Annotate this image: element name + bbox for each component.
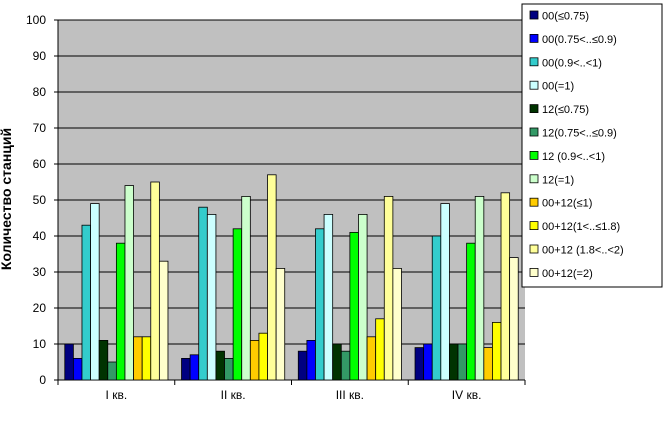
legend-label: 12(0.75<..≤0.9) <box>542 128 617 140</box>
legend-swatch <box>529 10 539 20</box>
bar <box>215 350 225 381</box>
bar <box>483 347 493 381</box>
legend-label: 00(0.75<..≤0.9) <box>542 34 617 46</box>
bar <box>383 195 394 381</box>
bar <box>474 195 485 381</box>
bar <box>141 336 152 381</box>
y-tick-label: 0 <box>39 373 46 387</box>
bar <box>340 350 351 381</box>
legend-swatch <box>529 127 539 137</box>
legend-swatch <box>529 244 539 254</box>
y-tick-label: 100 <box>26 13 46 27</box>
bar <box>392 267 402 381</box>
y-tick-label: 90 <box>33 49 47 63</box>
bar <box>267 174 277 381</box>
bar <box>98 339 109 381</box>
legend-label: 12 (0.9<..<1) <box>542 151 605 163</box>
bar <box>124 185 134 381</box>
bar <box>90 203 100 381</box>
bar <box>249 339 260 381</box>
x-tick-label: I кв. <box>106 388 128 402</box>
legend-swatch <box>529 34 539 43</box>
bar <box>366 336 377 381</box>
y-tick-label: 10 <box>33 337 47 351</box>
x-tick-label: III кв. <box>336 388 364 402</box>
legend-swatch <box>529 150 539 160</box>
y-tick-label: 70 <box>33 121 47 135</box>
legend-swatch <box>529 104 539 113</box>
legend-label: 00(=1) <box>542 81 574 93</box>
bar <box>358 213 368 381</box>
bar <box>275 267 286 381</box>
bar <box>509 257 519 381</box>
y-axis-title-text: Количество станций <box>0 127 14 271</box>
legend-swatch <box>529 57 539 67</box>
legend-label: 00+12(1<..≤1.8) <box>542 221 620 233</box>
bar <box>375 318 385 381</box>
bar <box>500 192 511 381</box>
bar <box>449 343 459 381</box>
bar <box>466 242 476 381</box>
bar <box>232 228 243 381</box>
bar <box>206 213 217 381</box>
bar <box>72 357 83 381</box>
bar <box>189 354 200 381</box>
legend-swatch <box>529 221 539 231</box>
legend-swatch <box>529 197 539 207</box>
bar <box>115 242 126 381</box>
legend-label: 12(≤0.75) <box>542 104 589 116</box>
y-tick-label: 60 <box>33 157 47 171</box>
bar <box>158 260 169 381</box>
legend-label: 00(≤0.75) <box>542 11 589 23</box>
bar <box>431 235 442 381</box>
bar <box>306 339 316 381</box>
bar <box>198 206 208 381</box>
bar <box>297 350 308 381</box>
x-tick-label: II кв. <box>221 388 246 402</box>
legend <box>521 3 663 288</box>
legend-swatch <box>529 174 539 184</box>
bar <box>332 343 342 381</box>
bar <box>323 213 334 381</box>
bar <box>81 224 91 381</box>
bar <box>258 332 268 381</box>
legend-label: 00+12(=2) <box>542 268 593 280</box>
bar <box>440 203 450 381</box>
bar <box>241 195 251 381</box>
y-tick-label: 50 <box>33 193 47 207</box>
bar <box>315 228 325 381</box>
legend-label: 12(=1) <box>542 174 574 186</box>
bar <box>414 347 425 381</box>
legend-label: 00(0.9<..<1) <box>542 57 602 69</box>
y-tick-label: 20 <box>33 301 47 315</box>
bar <box>107 361 117 381</box>
bar <box>64 343 74 381</box>
bar <box>492 321 502 381</box>
bar <box>457 343 468 381</box>
legend-swatch <box>529 267 539 277</box>
y-tick-label: 80 <box>33 85 47 99</box>
bar <box>224 357 234 381</box>
legend-swatch <box>529 80 539 90</box>
legend-label: 00+12(≤1) <box>542 198 592 210</box>
bar <box>181 357 191 381</box>
bar <box>133 336 143 381</box>
legend-label: 00+12 (1.8<..<2) <box>542 245 624 257</box>
y-tick-label: 40 <box>33 229 47 243</box>
bar <box>423 343 433 381</box>
x-tick-label: IV кв. <box>452 388 482 402</box>
y-tick-label: 30 <box>33 265 47 279</box>
bar <box>150 181 160 381</box>
bar <box>349 231 359 381</box>
